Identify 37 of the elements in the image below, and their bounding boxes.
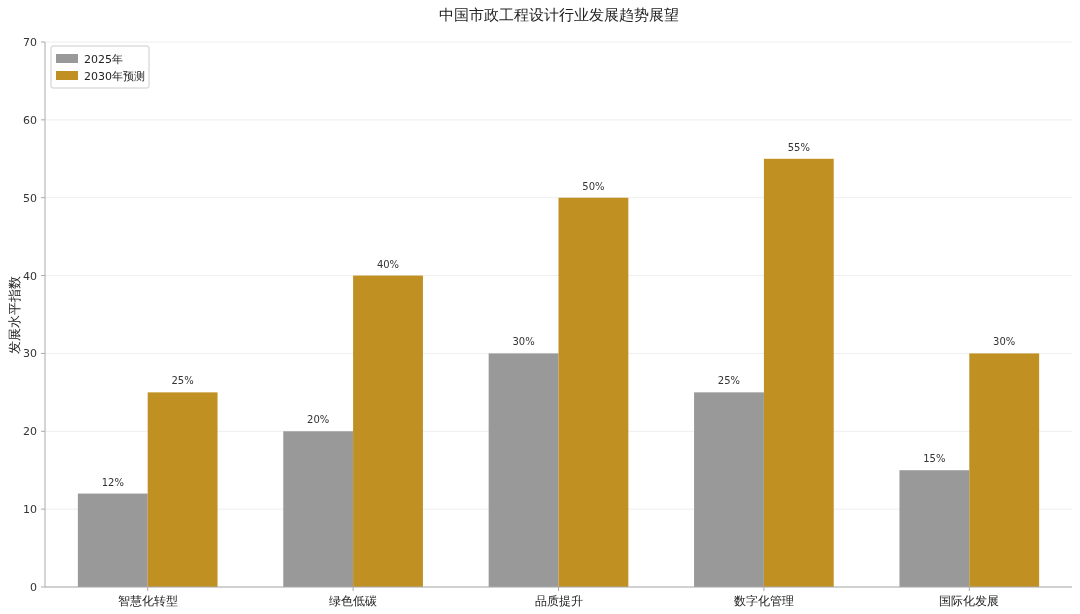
y-tick-label: 10 xyxy=(23,503,37,517)
y-tick-label: 70 xyxy=(23,36,37,49)
bar xyxy=(558,197,629,587)
y-tick-label: 50 xyxy=(23,191,37,205)
x-tick-label: 绿色低碳 xyxy=(329,594,378,608)
data-label: 25% xyxy=(717,375,741,387)
data-label: 55% xyxy=(787,141,810,153)
bar xyxy=(763,158,834,587)
y-tick-label: 60 xyxy=(23,113,37,127)
bar xyxy=(77,493,148,587)
bar xyxy=(147,392,218,587)
data-label: 30% xyxy=(993,336,1016,348)
bar xyxy=(899,470,970,587)
y-axis-title: 发展水平指数 xyxy=(7,275,22,354)
data-label: 30% xyxy=(512,336,535,348)
data-label: 50% xyxy=(582,180,605,192)
y-tick-label: 40 xyxy=(23,269,37,283)
bar xyxy=(283,431,354,587)
data-label: 25% xyxy=(171,375,194,387)
bar xyxy=(694,392,764,587)
x-tick-label: 数字化管理 xyxy=(733,594,794,608)
bar xyxy=(353,275,423,587)
bar xyxy=(488,353,559,587)
legend-label: 2025年 xyxy=(84,53,123,66)
y-tick-label: 30 xyxy=(23,347,37,361)
legend-label: 2030年预测 xyxy=(84,70,145,83)
data-label: 20% xyxy=(307,414,330,426)
chart-title: 中国市政工程设计行业发展趋势展望 xyxy=(438,6,679,24)
x-tick-label: 智慧化转型 xyxy=(117,594,178,608)
y-tick-label: 0 xyxy=(30,581,37,594)
x-tick-label: 国际化发展 xyxy=(939,594,1000,608)
data-label: 15% xyxy=(923,453,946,465)
data-label: 40% xyxy=(376,258,400,270)
bar xyxy=(969,353,1040,587)
data-label: 12% xyxy=(101,476,124,488)
y-tick-label: 20 xyxy=(23,425,37,439)
x-tick-label: 品质提升 xyxy=(534,594,583,608)
